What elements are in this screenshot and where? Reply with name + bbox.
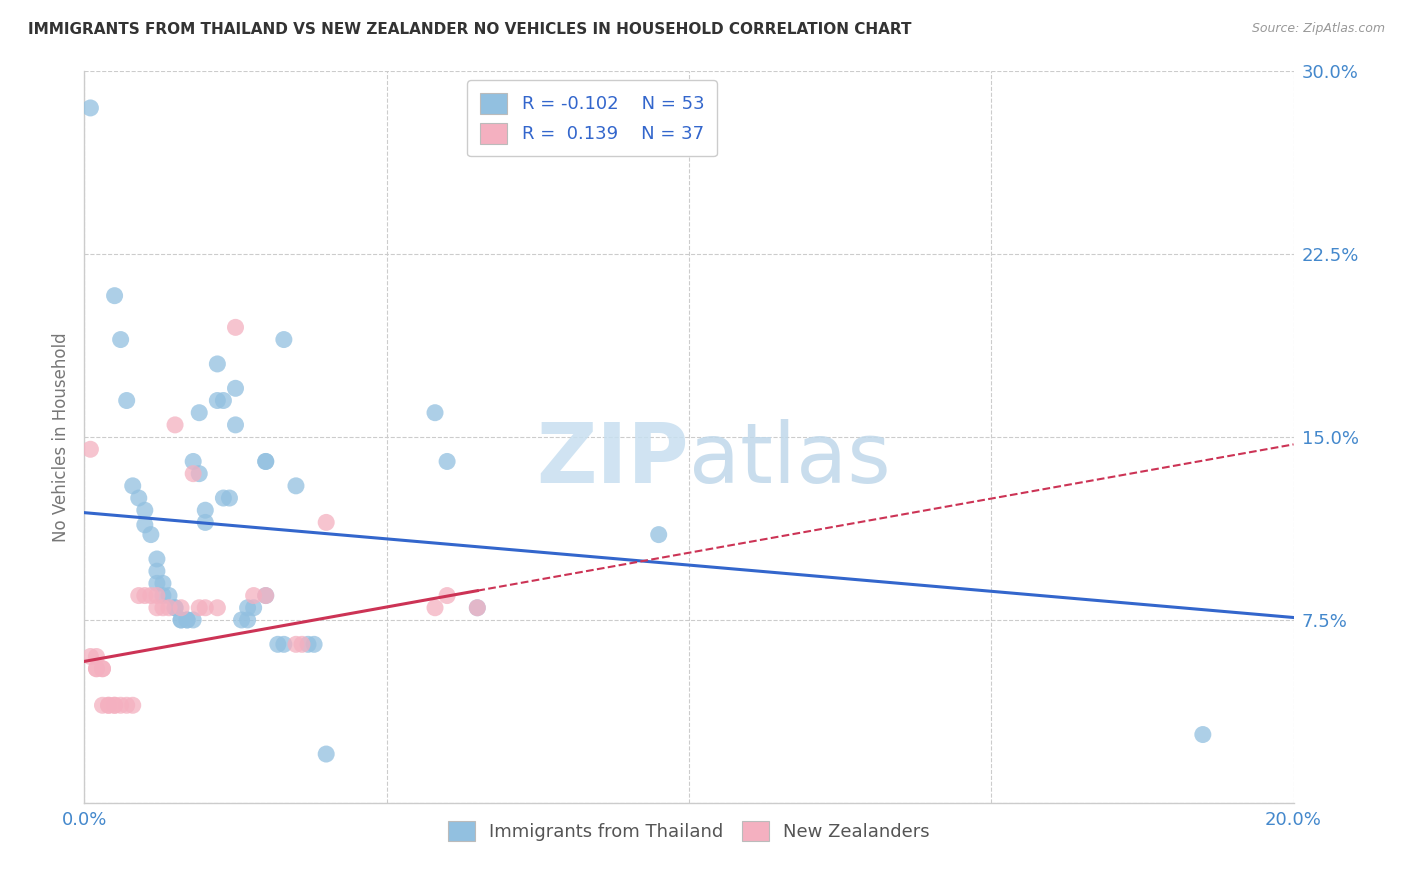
Point bbox=[423, 406, 446, 420]
Point bbox=[315, 516, 337, 530]
Point bbox=[1192, 727, 1215, 741]
Point bbox=[231, 613, 253, 627]
Y-axis label: No Vehicles in Household: No Vehicles in Household bbox=[52, 332, 70, 542]
Point bbox=[91, 698, 114, 713]
Point bbox=[91, 662, 114, 676]
Point bbox=[207, 600, 229, 615]
Point bbox=[139, 589, 162, 603]
Point bbox=[134, 503, 156, 517]
Point bbox=[242, 589, 264, 603]
Point bbox=[157, 589, 180, 603]
Point bbox=[165, 417, 187, 432]
Point bbox=[225, 417, 247, 432]
Point bbox=[146, 552, 169, 566]
Point bbox=[236, 613, 259, 627]
Point bbox=[225, 381, 247, 395]
Point bbox=[207, 393, 229, 408]
Legend: Immigrants from Thailand, New Zealanders: Immigrants from Thailand, New Zealanders bbox=[440, 814, 938, 848]
Point bbox=[181, 467, 204, 481]
Point bbox=[165, 600, 187, 615]
Point bbox=[86, 662, 108, 676]
Point bbox=[115, 393, 138, 408]
Point bbox=[648, 527, 671, 541]
Point bbox=[157, 600, 180, 615]
Point bbox=[181, 454, 204, 468]
Point bbox=[181, 613, 204, 627]
Point bbox=[218, 491, 240, 505]
Point bbox=[254, 454, 277, 468]
Point bbox=[86, 662, 108, 676]
Point bbox=[128, 491, 150, 505]
Point bbox=[291, 637, 314, 651]
Text: atlas: atlas bbox=[689, 418, 890, 500]
Point bbox=[273, 637, 295, 651]
Point bbox=[302, 637, 325, 651]
Point bbox=[194, 600, 217, 615]
Point bbox=[121, 698, 143, 713]
Point bbox=[285, 637, 308, 651]
Point bbox=[104, 698, 127, 713]
Point bbox=[134, 517, 156, 532]
Point bbox=[207, 357, 229, 371]
Point bbox=[254, 454, 277, 468]
Point bbox=[139, 527, 162, 541]
Point bbox=[176, 613, 198, 627]
Point bbox=[467, 600, 489, 615]
Point bbox=[121, 479, 143, 493]
Point bbox=[194, 516, 217, 530]
Point bbox=[194, 503, 217, 517]
Point bbox=[188, 406, 211, 420]
Point bbox=[188, 467, 211, 481]
Point bbox=[436, 589, 458, 603]
Point bbox=[146, 576, 169, 591]
Point bbox=[170, 613, 193, 627]
Point bbox=[188, 600, 211, 615]
Point bbox=[467, 600, 489, 615]
Point bbox=[79, 649, 101, 664]
Text: Source: ZipAtlas.com: Source: ZipAtlas.com bbox=[1251, 22, 1385, 36]
Point bbox=[212, 491, 235, 505]
Point bbox=[79, 442, 101, 457]
Point bbox=[79, 101, 101, 115]
Point bbox=[267, 637, 290, 651]
Point bbox=[104, 288, 127, 302]
Point bbox=[152, 600, 174, 615]
Point bbox=[110, 698, 132, 713]
Point bbox=[152, 576, 174, 591]
Point bbox=[170, 613, 193, 627]
Point bbox=[423, 600, 446, 615]
Point bbox=[273, 333, 295, 347]
Point bbox=[225, 320, 247, 334]
Point bbox=[176, 613, 198, 627]
Point bbox=[254, 589, 277, 603]
Point bbox=[315, 747, 337, 761]
Point bbox=[146, 589, 169, 603]
Point bbox=[134, 589, 156, 603]
Text: IMMIGRANTS FROM THAILAND VS NEW ZEALANDER NO VEHICLES IN HOUSEHOLD CORRELATION C: IMMIGRANTS FROM THAILAND VS NEW ZEALANDE… bbox=[28, 22, 911, 37]
Point bbox=[104, 698, 127, 713]
Point bbox=[115, 698, 138, 713]
Point bbox=[97, 698, 120, 713]
Point bbox=[236, 600, 259, 615]
Point bbox=[285, 479, 308, 493]
Point bbox=[86, 649, 108, 664]
Point bbox=[110, 333, 132, 347]
Point bbox=[297, 637, 319, 651]
Point bbox=[170, 600, 193, 615]
Point bbox=[128, 589, 150, 603]
Point bbox=[436, 454, 458, 468]
Point bbox=[152, 589, 174, 603]
Point bbox=[254, 589, 277, 603]
Point bbox=[146, 600, 169, 615]
Point bbox=[91, 662, 114, 676]
Point bbox=[165, 600, 187, 615]
Point bbox=[97, 698, 120, 713]
Text: ZIP: ZIP bbox=[537, 418, 689, 500]
Point bbox=[146, 564, 169, 578]
Point bbox=[212, 393, 235, 408]
Point bbox=[242, 600, 264, 615]
